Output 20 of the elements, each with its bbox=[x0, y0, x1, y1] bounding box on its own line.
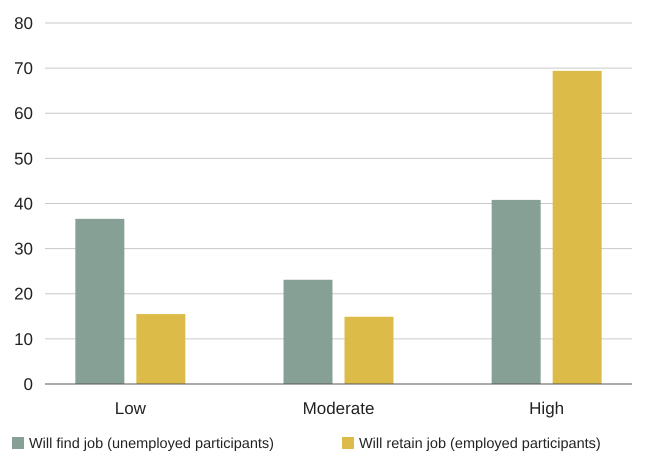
y-tick-label: 80 bbox=[14, 14, 33, 33]
y-tick-label: 30 bbox=[14, 240, 33, 259]
bar bbox=[552, 70, 602, 384]
bar bbox=[284, 280, 332, 384]
bar bbox=[136, 314, 186, 384]
y-tick-label: 0 bbox=[24, 374, 33, 394]
y-tick-label: 60 bbox=[14, 104, 33, 124]
y-tick-label: 50 bbox=[14, 149, 33, 168]
legend-label: Will find job (unemployed participants) bbox=[29, 436, 274, 452]
bar bbox=[344, 316, 394, 384]
legend-label: Will retain job (employed participants) bbox=[359, 436, 601, 452]
y-tick-label: 20 bbox=[14, 284, 33, 304]
y-tick-label: 40 bbox=[14, 194, 33, 214]
bar bbox=[492, 200, 541, 384]
y-tick-label: 10 bbox=[14, 330, 33, 349]
x-tick-label: Low bbox=[114, 399, 147, 418]
x-tick-label: Moderate bbox=[302, 399, 374, 418]
y-tick-label: 70 bbox=[14, 59, 33, 78]
x-tick-label: High bbox=[529, 399, 564, 418]
bar bbox=[75, 218, 124, 384]
